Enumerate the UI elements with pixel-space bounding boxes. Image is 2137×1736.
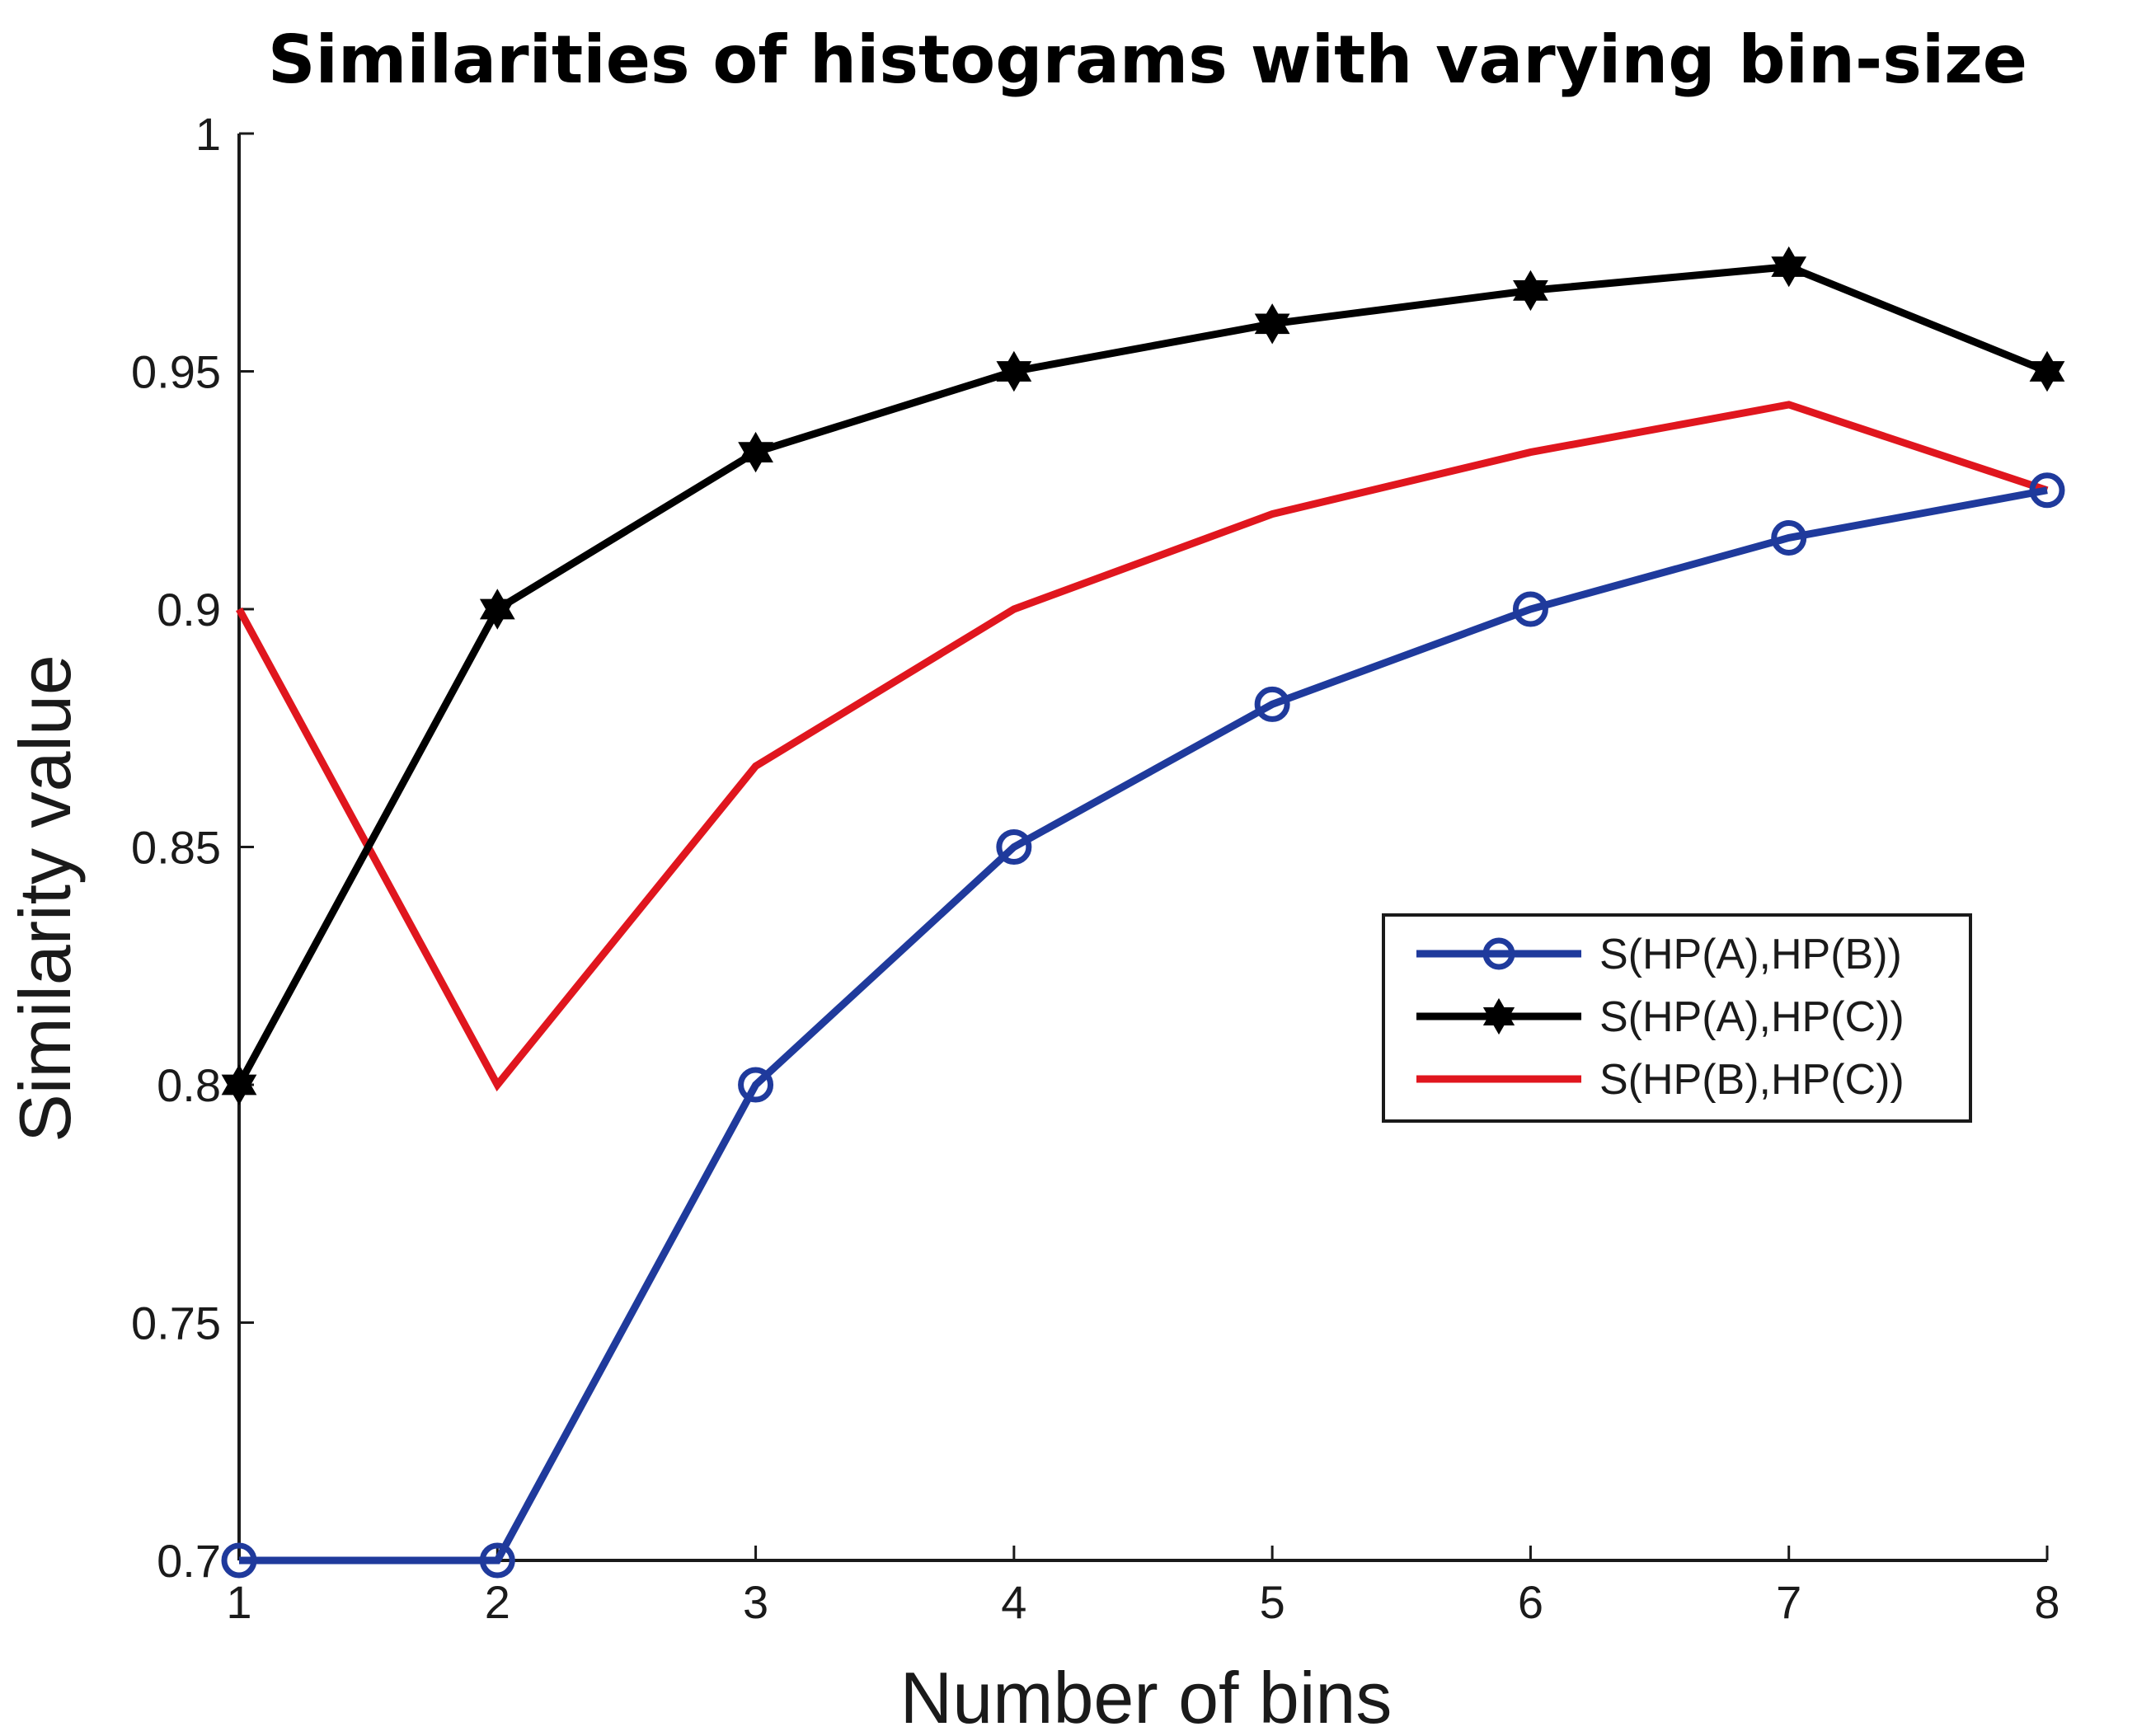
circle-marker <box>1254 686 1290 722</box>
star-triangle-down <box>1482 1006 1515 1035</box>
y-tick-label: 0.9 <box>157 584 221 636</box>
x-axis-label: Number of bins <box>900 1657 1393 1736</box>
series-line <box>236 262 2049 1087</box>
circle-marker <box>996 829 1032 865</box>
star-marker <box>221 1064 257 1105</box>
circle-marker <box>2029 472 2065 509</box>
y-tick-label: 0.7 <box>157 1535 221 1587</box>
x-tick-label: 5 <box>1260 1576 1285 1628</box>
x-tick-label: 7 <box>1776 1576 1801 1628</box>
chart-title: Similarities of histograms with varying … <box>268 21 2027 98</box>
y-tick-label: 0.85 <box>131 822 221 874</box>
star-triangle-down <box>996 361 1032 392</box>
legend-label: S(HP(B),HP(C)) <box>1599 1056 1905 1104</box>
y-axis-label: Similarity value <box>4 655 86 1142</box>
y-tick-label: 0.75 <box>131 1297 221 1349</box>
x-tick-label: 1 <box>226 1576 251 1628</box>
x-tick-label: 6 <box>1518 1576 1543 1628</box>
axes: 1 2 3 4 5 6 7 8 0.7 0.75 0.8 0.85 0.9 0.95 1 <box>131 108 2060 1628</box>
series-line <box>239 486 2048 1565</box>
star-triangle-down <box>221 1074 257 1105</box>
x-tick-label: 4 <box>1001 1576 1026 1628</box>
legend-item: S(HP(A),HP(C)) <box>1416 993 1905 1041</box>
circle-marker <box>221 1542 257 1579</box>
legend-item: S(HP(A),HP(B)) <box>1416 931 1902 978</box>
star-marker <box>479 589 515 630</box>
x-tick-label: 3 <box>743 1576 768 1628</box>
circle-marker <box>738 1067 774 1103</box>
star-marker <box>2029 350 2065 392</box>
series-1 <box>221 472 2065 1579</box>
star-triangle-down <box>1513 280 1548 312</box>
star-marker <box>996 350 1032 392</box>
x-tick-label: 8 <box>2034 1576 2060 1628</box>
star-triangle-down <box>1254 313 1290 345</box>
star-marker <box>738 431 773 473</box>
star-marker <box>1254 303 1290 345</box>
star-triangle-down <box>738 442 773 473</box>
legend: S(HP(A),HP(B)) S(HP(A),HP(C)) S(HP(B),HP(C… <box>1382 913 1972 1123</box>
legend-label: S(HP(A),HP(B)) <box>1599 931 1902 978</box>
star-marker <box>1513 270 1548 312</box>
y-tick-label: 1 <box>195 108 221 160</box>
series-3 <box>236 401 2049 1092</box>
legend-item: S(HP(B),HP(C)) <box>1416 1056 1905 1104</box>
star-triangle-down <box>479 598 515 630</box>
series-line <box>236 401 2049 1092</box>
plot-area <box>221 246 2065 1579</box>
y-tick-label: 0.8 <box>157 1059 221 1111</box>
circle-marker <box>1482 937 1515 970</box>
circle-marker <box>1771 519 1807 556</box>
y-tick-label: 0.95 <box>131 346 221 398</box>
star-triangle-down <box>2029 361 2065 392</box>
star-triangle-down <box>1771 256 1807 288</box>
legend-label: S(HP(A),HP(C)) <box>1599 993 1905 1041</box>
star-marker <box>1482 997 1515 1035</box>
circle-marker <box>479 1542 515 1579</box>
x-tick-label: 2 <box>485 1576 510 1628</box>
star-marker <box>1771 246 1807 288</box>
circle-marker <box>1512 591 1548 627</box>
series-2 <box>221 246 2065 1105</box>
